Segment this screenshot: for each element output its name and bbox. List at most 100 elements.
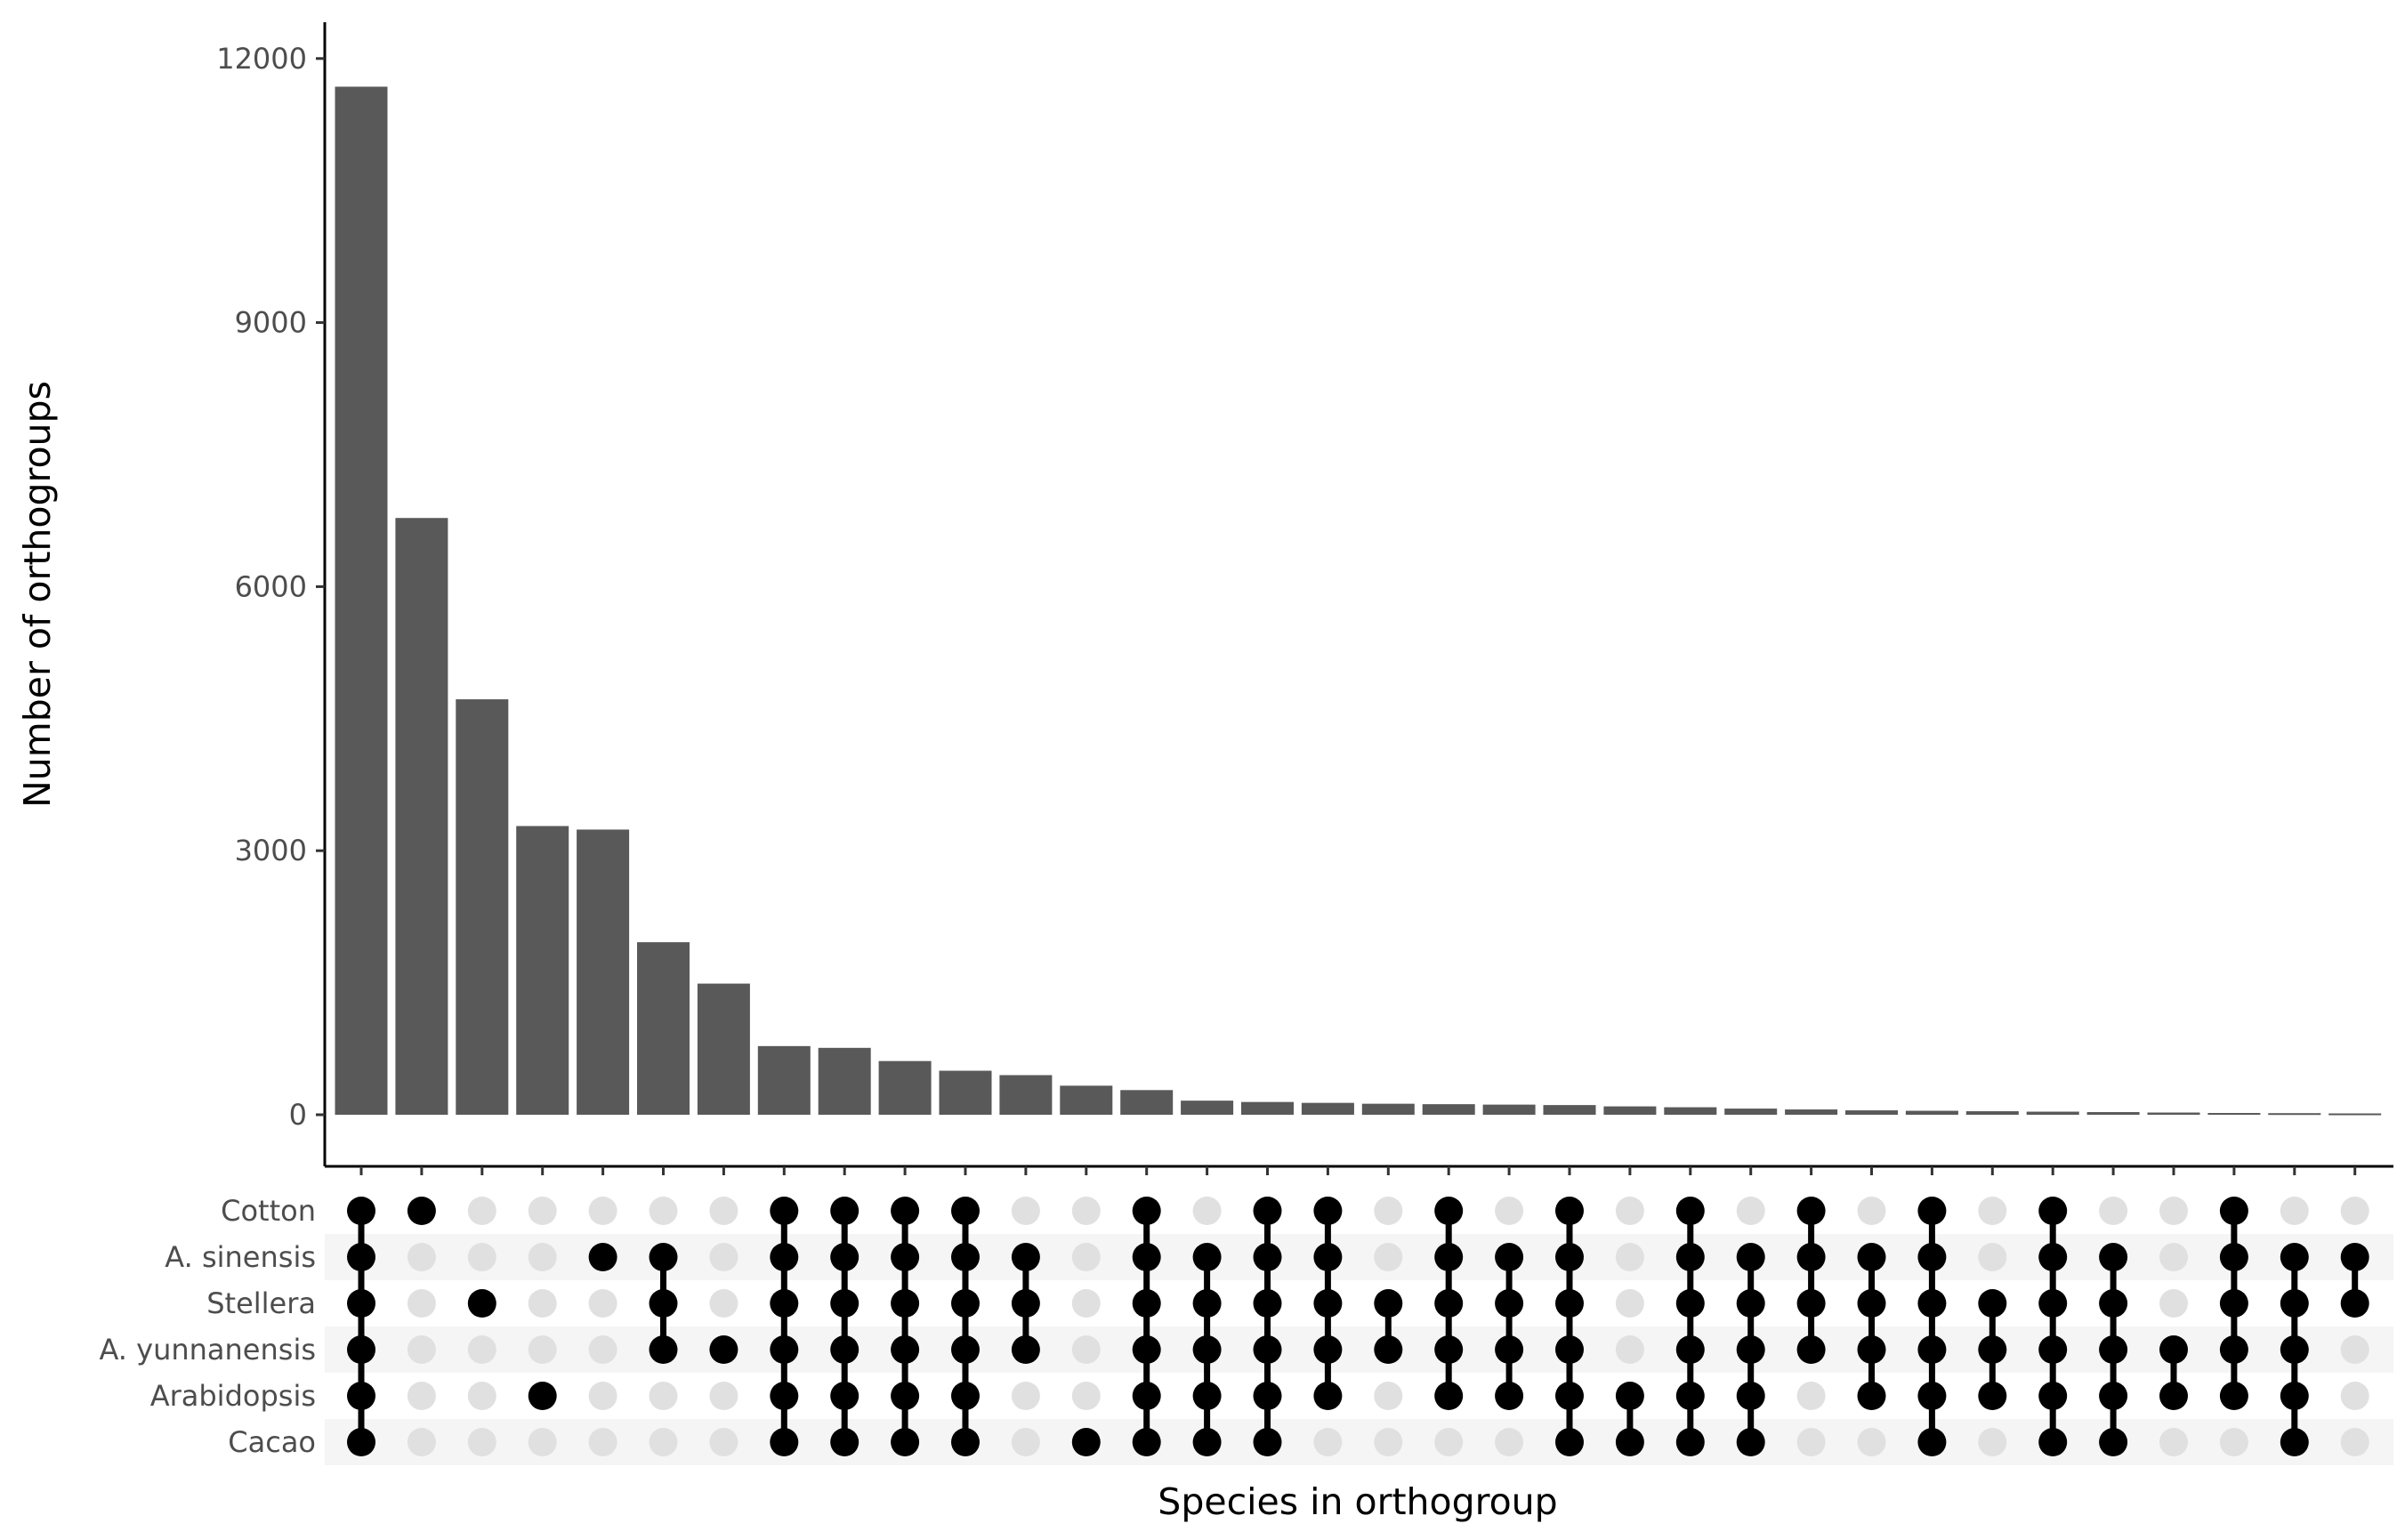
bar [2268,1113,2321,1116]
matrix-dot-inactive [709,1382,738,1410]
matrix-dot-inactive [1796,1428,1826,1456]
bar [1422,1104,1475,1115]
matrix-dot-active [1917,1197,1947,1225]
matrix-dot-active [2038,1243,2068,1271]
bar [757,1045,811,1115]
matrix-dot-active [2280,1243,2309,1271]
bar [1361,1103,1415,1115]
matrix-dot-inactive [407,1243,436,1271]
matrix-dot-inactive [467,1382,496,1410]
matrix-dot-active [891,1428,920,1456]
matrix-dot-active [891,1243,920,1271]
matrix-dot-inactive [467,1335,496,1364]
matrix-dot-inactive [1434,1428,1464,1456]
bar [637,942,690,1115]
matrix-dot-active [1736,1289,1765,1318]
matrix-dot-active [709,1335,738,1364]
bar [2026,1111,2079,1115]
matrix-dot-inactive [2340,1428,2369,1456]
matrix-dot-active [2099,1243,2128,1271]
x-axis-title: Species in orthogroup [1158,1480,1557,1523]
matrix-dot-active [1071,1428,1101,1456]
bar [1482,1104,1536,1115]
matrix-dot-active [1313,1382,1343,1410]
matrix-dot-active [1978,1289,2007,1318]
matrix-dot-inactive [1615,1243,1644,1271]
matrix-dot-inactive [407,1335,436,1364]
bar [697,983,750,1115]
matrix-dot-active [1434,1289,1464,1318]
matrix-dot-active [1253,1289,1282,1318]
matrix-dot-inactive [649,1382,678,1410]
bar [1905,1110,1958,1115]
matrix-dot-inactive [709,1289,738,1318]
matrix-dot-active [347,1335,375,1364]
matrix-dot-active [1796,1335,1826,1364]
matrix-dot-inactive [2159,1243,2188,1271]
matrix-dot-inactive [1192,1197,1222,1225]
matrix-dot-inactive [709,1197,738,1225]
matrix-dot-inactive [1978,1428,2007,1456]
bar [1120,1090,1174,1115]
matrix-dot-active [1736,1335,1765,1364]
matrix-dot-active [891,1289,920,1318]
matrix-dot-inactive [1374,1428,1403,1456]
matrix-dot-inactive [1495,1428,1524,1456]
matrix-dot-active [1555,1197,1584,1225]
matrix-dot-active [1736,1428,1765,1456]
matrix-dot-active [1011,1243,1040,1271]
matrix-dot-active [1796,1243,1826,1271]
matrix-dot-inactive [528,1289,557,1318]
y-axis-title: Number of orthogroups [16,381,59,808]
matrix-dot-active [1555,1382,1584,1410]
matrix-dot-inactive [528,1197,557,1225]
matrix-dot-inactive [1071,1382,1101,1410]
matrix-dot-active [1253,1382,1282,1410]
matrix-dot-inactive [649,1428,678,1456]
matrix-dot-active [2038,1428,2068,1456]
matrix-dot-inactive [588,1335,617,1364]
matrix-dot-inactive [1615,1197,1644,1225]
matrix-dot-active [1978,1335,2007,1364]
matrix-dot-active [770,1428,799,1456]
matrix-dot-inactive [2340,1382,2369,1410]
matrix-dot-active [2099,1335,2128,1364]
bar [335,86,388,1115]
matrix-dot-active [1917,1289,1947,1318]
matrix-dot-active [2219,1289,2248,1318]
matrix-dot-active [830,1243,860,1271]
bar [939,1070,992,1115]
matrix-dot-inactive [528,1335,557,1364]
matrix-dot-inactive [1857,1197,1886,1225]
matrix-dot-active [1374,1335,1403,1364]
matrix-dot-active [1555,1289,1584,1318]
bar [1603,1106,1657,1115]
matrix-dot-active [951,1382,980,1410]
matrix-dot-active [2280,1428,2309,1456]
matrix-dot-inactive [1011,1382,1040,1410]
matrix-dot-active [407,1197,436,1225]
bar [2147,1112,2200,1115]
matrix-dot-active [1253,1335,1282,1364]
matrix-dot-active [770,1335,799,1364]
matrix-dot-active [951,1428,980,1456]
bar [1181,1101,1234,1115]
matrix-dot-inactive [528,1243,557,1271]
matrix-dot-active [1917,1335,1947,1364]
matrix-dot-active [1555,1243,1584,1271]
matrix-dot-active [951,1197,980,1225]
matrix-dot-active [347,1289,375,1318]
matrix-dot-inactive [467,1197,496,1225]
matrix-dot-inactive [1736,1197,1765,1225]
set-label: A. sinensis [165,1240,316,1274]
matrix-dot-active [1192,1289,1222,1318]
matrix-dot-inactive [588,1289,617,1318]
matrix-dot-active [2219,1243,2248,1271]
matrix-dot-inactive [2159,1428,2188,1456]
matrix-row-stripes [325,1234,2393,1465]
matrix-dot-active [347,1428,375,1456]
matrix-dot-active [1736,1243,1765,1271]
bar [577,829,630,1115]
matrix-dot-active [1434,1382,1464,1410]
